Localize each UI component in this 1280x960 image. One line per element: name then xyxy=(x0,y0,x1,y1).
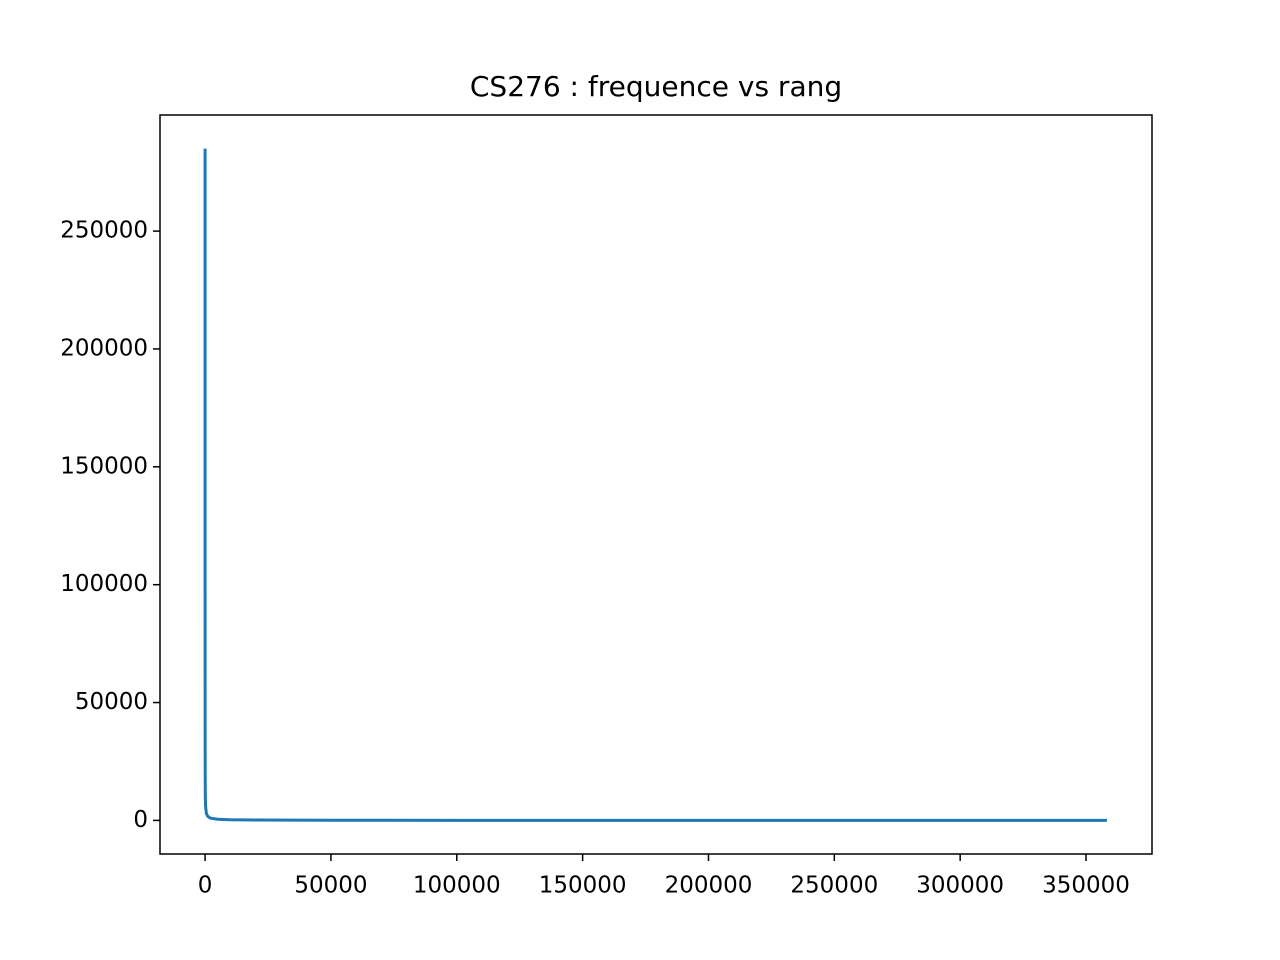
line xyxy=(203,148,1107,822)
x-tick-label: 200000 xyxy=(665,873,753,899)
x-tick-label: 350000 xyxy=(1042,873,1130,899)
plot-frame xyxy=(159,114,1153,855)
y-tick-label: 250000 xyxy=(60,218,148,244)
y-tick-label: 0 xyxy=(133,807,148,833)
x-tick-label: 300000 xyxy=(916,873,1004,899)
x-tick-label: 150000 xyxy=(539,873,627,899)
x-tick-label: 250000 xyxy=(790,873,878,899)
y-tick-label: 200000 xyxy=(60,335,148,361)
x-tick-label: 50000 xyxy=(294,873,367,899)
x-tick-label: 100000 xyxy=(413,873,501,899)
x-tick-label: 0 xyxy=(198,873,213,899)
y-tick-label: 100000 xyxy=(60,571,148,597)
y-tick-label: 50000 xyxy=(75,689,148,715)
y-tick-label: 150000 xyxy=(60,453,148,479)
chart-title: CS276 : frequence vs rang xyxy=(470,70,842,103)
